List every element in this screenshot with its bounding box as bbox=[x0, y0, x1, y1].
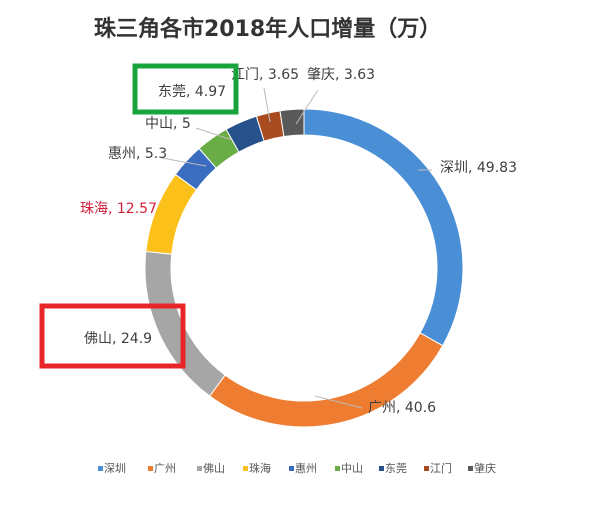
legend-swatch bbox=[148, 466, 153, 471]
leader-line bbox=[195, 127, 233, 141]
slice-深圳 bbox=[303, 108, 464, 347]
legend-item: 东莞 bbox=[385, 462, 407, 475]
data-labels: 深圳, 49.83 广州, 40.6 佛山, 24.9 珠海, 12.57 惠州, 5.… bbox=[80, 67, 517, 416]
legend-item: 佛山 bbox=[203, 462, 225, 475]
legend-item: 惠州 bbox=[295, 461, 317, 475]
legend-swatch bbox=[379, 466, 384, 471]
legend-item: 珠海 bbox=[249, 461, 271, 475]
data-label: 惠州, 5.3 bbox=[108, 146, 167, 162]
highlight-boxes bbox=[39, 63, 239, 369]
legend-swatch bbox=[289, 466, 294, 471]
legend-swatch bbox=[468, 466, 473, 471]
legend-swatch bbox=[98, 466, 103, 471]
legend-item: 肇庆 bbox=[474, 461, 496, 475]
legend-item: 广州 bbox=[154, 462, 176, 475]
leader-line bbox=[161, 157, 207, 167]
legend-item: 江门 bbox=[430, 461, 452, 475]
legend-item: 深圳 bbox=[104, 462, 126, 475]
legend-swatch bbox=[243, 466, 248, 471]
highlight-box-foshan bbox=[39, 303, 186, 369]
data-label: 广州, 40.6 bbox=[368, 400, 436, 416]
data-label: 深圳, 49.83 bbox=[440, 160, 517, 176]
legend-swatch bbox=[424, 466, 429, 471]
leader-line bbox=[295, 89, 319, 125]
data-label: 中山, 5 bbox=[145, 116, 191, 132]
legend: 深圳 广州 佛山 珠海 惠州 中山 东莞 江门 肇庆 bbox=[98, 461, 496, 475]
slices bbox=[144, 108, 464, 428]
slice-肇庆 bbox=[279, 108, 305, 138]
data-label: 佛山, 24.9 bbox=[84, 331, 152, 347]
leader-line bbox=[314, 395, 363, 409]
chart-title: 珠三角各市2018年人口增量（万） bbox=[94, 16, 441, 42]
legend-item: 中山 bbox=[341, 462, 363, 475]
highlight-box-dongguan bbox=[132, 63, 239, 115]
data-label: 东莞, 4.97 bbox=[158, 84, 226, 100]
legend-swatch bbox=[335, 466, 340, 471]
data-label: 肇庆, 3.63 bbox=[307, 67, 375, 83]
leader-lines bbox=[161, 87, 432, 409]
leader-line bbox=[263, 87, 271, 123]
data-label: 珠海, 12.57 bbox=[80, 201, 157, 217]
legend-swatch bbox=[197, 466, 202, 471]
data-label: 江门, 3.65 bbox=[231, 67, 299, 83]
